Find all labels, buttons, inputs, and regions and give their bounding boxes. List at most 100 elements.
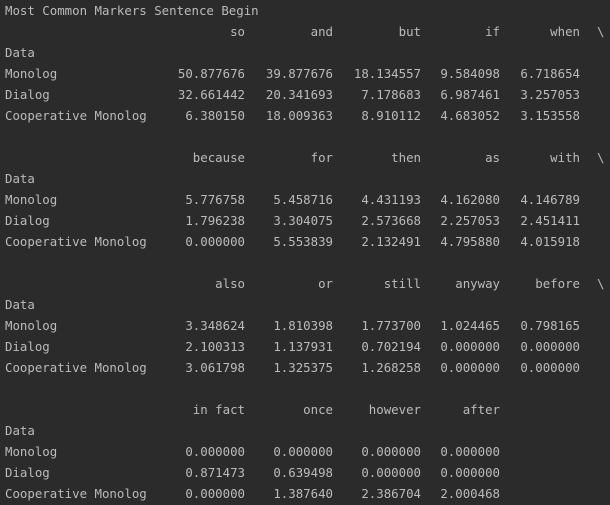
row-label: Dialog bbox=[5, 87, 50, 102]
value-cell: 2.451411 bbox=[520, 213, 580, 228]
value-cell: 0.000000 bbox=[185, 486, 245, 501]
column-header: after bbox=[462, 402, 500, 417]
column-header: and bbox=[310, 24, 333, 39]
value-cell: 9.584098 bbox=[440, 66, 500, 81]
row-label: Dialog bbox=[5, 339, 50, 354]
value-cell: 0.000000 bbox=[361, 444, 421, 459]
value-cell: 2.132491 bbox=[361, 234, 421, 249]
value-cell: 0.000000 bbox=[520, 339, 580, 354]
value-cell: 0.000000 bbox=[185, 234, 245, 249]
column-header: if bbox=[485, 24, 500, 39]
block-2-header-row: also or still anyway before \ bbox=[0, 273, 610, 294]
value-cell: 4.431193 bbox=[361, 192, 421, 207]
value-cell: 0.871473 bbox=[185, 465, 245, 480]
row-label: Monolog bbox=[5, 444, 58, 459]
block-1-index-name-row: Data bbox=[0, 168, 610, 189]
row-label: Dialog bbox=[5, 465, 50, 480]
column-header: with bbox=[550, 150, 580, 165]
index-name-label: Data bbox=[5, 297, 35, 312]
output-title: Most Common Markers Sentence Begin bbox=[5, 3, 259, 18]
value-cell: 1.137931 bbox=[273, 339, 333, 354]
block-0-index-name-row: Data bbox=[0, 42, 610, 63]
table-row: Cooperative Monolog 0.000000 1.387640 2.386… bbox=[0, 483, 610, 504]
table-row: Dialog 0.871473 0.639498 0.000000 0.000000 bbox=[0, 462, 610, 483]
index-name-label: Data bbox=[5, 45, 35, 60]
value-cell: 2.386704 bbox=[361, 486, 421, 501]
table-row: Cooperative Monolog 6.380150 18.009363 8.91… bbox=[0, 105, 610, 126]
table-row: Monolog 50.877676 39.877676 18.134557 9.5840… bbox=[0, 63, 610, 84]
row-label: Monolog bbox=[5, 318, 58, 333]
block-1-header-row: because for then as with \ bbox=[0, 147, 610, 168]
column-header: or bbox=[318, 276, 333, 291]
value-cell: 4.683052 bbox=[440, 108, 500, 123]
value-cell: 1.796238 bbox=[185, 213, 245, 228]
value-cell: 2.000468 bbox=[440, 486, 500, 501]
value-cell: 0.000000 bbox=[440, 339, 500, 354]
column-header: when bbox=[550, 24, 580, 39]
value-cell: 32.661442 bbox=[177, 87, 245, 102]
column-header: before bbox=[535, 276, 580, 291]
value-cell: 39.877676 bbox=[265, 66, 333, 81]
block-0-header-row: so and but if when \ bbox=[0, 21, 610, 42]
row-label: Monolog bbox=[5, 192, 58, 207]
value-cell: 18.009363 bbox=[265, 108, 333, 123]
value-cell: 3.257053 bbox=[520, 87, 580, 102]
value-cell: 6.987461 bbox=[440, 87, 500, 102]
column-header: then bbox=[391, 150, 421, 165]
value-cell: 4.795880 bbox=[440, 234, 500, 249]
value-cell: 0.639498 bbox=[273, 465, 333, 480]
value-cell: 6.380150 bbox=[185, 108, 245, 123]
column-header: however bbox=[368, 402, 421, 417]
block-separator bbox=[0, 126, 610, 147]
value-cell: 3.061798 bbox=[185, 360, 245, 375]
value-cell: 7.178683 bbox=[361, 87, 421, 102]
column-header: also bbox=[215, 276, 245, 291]
value-cell: 3.348624 bbox=[185, 318, 245, 333]
line-continuation-mark: \ bbox=[597, 24, 605, 39]
row-label: Cooperative Monolog bbox=[5, 234, 147, 249]
column-header: as bbox=[485, 150, 500, 165]
value-cell: 1.325375 bbox=[273, 360, 333, 375]
value-cell: 2.573668 bbox=[361, 213, 421, 228]
row-label: Cooperative Monolog bbox=[5, 486, 147, 501]
value-cell: 3.153558 bbox=[520, 108, 580, 123]
value-cell: 0.000000 bbox=[440, 465, 500, 480]
row-label: Dialog bbox=[5, 213, 50, 228]
block-2-index-name-row: Data bbox=[0, 294, 610, 315]
column-header: but bbox=[398, 24, 421, 39]
value-cell: 5.458716 bbox=[273, 192, 333, 207]
column-header: for bbox=[310, 150, 333, 165]
value-cell: 0.702194 bbox=[361, 339, 421, 354]
value-cell: 1.773700 bbox=[361, 318, 421, 333]
value-cell: 0.000000 bbox=[185, 444, 245, 459]
value-cell: 2.257053 bbox=[440, 213, 500, 228]
value-cell: 0.000000 bbox=[273, 444, 333, 459]
block-separator bbox=[0, 252, 610, 273]
line-continuation-mark: \ bbox=[597, 276, 605, 291]
value-cell: 3.304075 bbox=[273, 213, 333, 228]
value-cell: 4.015918 bbox=[520, 234, 580, 249]
value-cell: 20.341693 bbox=[265, 87, 333, 102]
value-cell: 5.553839 bbox=[273, 234, 333, 249]
block-3-header-row: in fact once however after bbox=[0, 399, 610, 420]
value-cell: 0.798165 bbox=[520, 318, 580, 333]
index-name-label: Data bbox=[5, 423, 35, 438]
value-cell: 4.146789 bbox=[520, 192, 580, 207]
row-label: Monolog bbox=[5, 66, 58, 81]
table-row: Dialog 32.661442 20.341693 7.178683 6.987461… bbox=[0, 84, 610, 105]
column-header: still bbox=[383, 276, 421, 291]
value-cell: 1.024465 bbox=[440, 318, 500, 333]
value-cell: 1.810398 bbox=[273, 318, 333, 333]
column-header: anyway bbox=[455, 276, 500, 291]
table-row: Monolog 3.348624 1.810398 1.773700 1.024465 0… bbox=[0, 315, 610, 336]
value-cell: 1.387640 bbox=[273, 486, 333, 501]
block-3-index-name-row: Data bbox=[0, 420, 610, 441]
table-row: Monolog 0.000000 0.000000 0.000000 0.000000 bbox=[0, 441, 610, 462]
value-cell: 0.000000 bbox=[361, 465, 421, 480]
table-row: Cooperative Monolog 3.061798 1.325375 1.268… bbox=[0, 357, 610, 378]
value-cell: 0.000000 bbox=[520, 360, 580, 375]
value-cell: 0.000000 bbox=[440, 360, 500, 375]
index-name-label: Data bbox=[5, 171, 35, 186]
row-label: Cooperative Monolog bbox=[5, 360, 147, 375]
